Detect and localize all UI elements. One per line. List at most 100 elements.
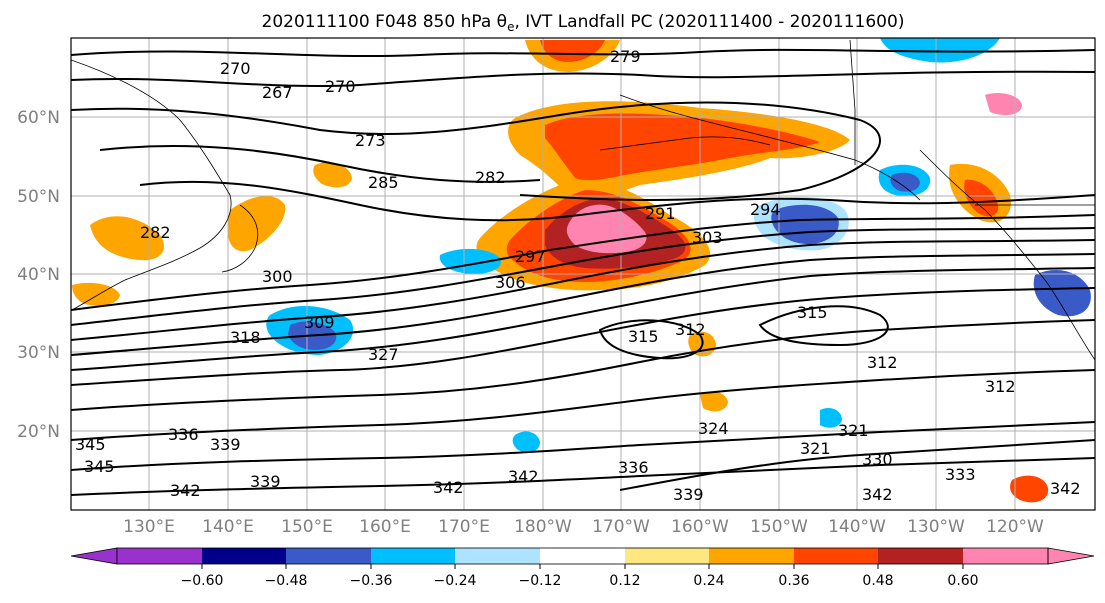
contour-label: 282	[140, 223, 171, 242]
colorbar-segment	[202, 548, 286, 564]
contour-label: 342	[862, 485, 893, 504]
contour-label: 336	[168, 425, 199, 444]
contour-label: 291	[645, 204, 676, 223]
coast-asia	[71, 59, 232, 311]
contour-label: 321	[838, 421, 869, 440]
contour-labels: 279 270 267 270 273 282 285 291 294 303 …	[75, 47, 1081, 504]
contour-label: 336	[618, 458, 649, 477]
colorbar-tick-label: 0.36	[778, 573, 809, 589]
contour-line	[758, 305, 889, 347]
colorbar: −0.60 −0.48 −0.36 −0.24 −0.12 0.12 0.24 …	[70, 547, 1095, 589]
contour-line	[71, 319, 1095, 411]
colorbar-tick-label: −0.12	[519, 573, 562, 589]
theta-e-contours	[71, 48, 1095, 496]
coast-aleutians	[599, 136, 771, 151]
contour-line	[71, 267, 1095, 371]
contour-label: 270	[220, 59, 251, 78]
lon-label: 180°W	[514, 517, 572, 537]
contour-label: 345	[75, 435, 106, 454]
shade-orange-south2	[700, 391, 728, 412]
contour-line	[71, 421, 1095, 471]
contour-label: 273	[355, 131, 386, 150]
latitude-labels: 60°N 50°N 40°N 30°N 20°N	[17, 108, 60, 442]
shade-orange-left	[90, 216, 164, 261]
shade-red-alaska	[545, 113, 820, 181]
contour-label: 333	[945, 465, 976, 484]
contour-label: 312	[675, 320, 706, 339]
colorbar-segment	[455, 548, 540, 564]
colorbar-segment	[117, 548, 202, 564]
shade-red-top	[540, 40, 605, 62]
contour-label: 279	[610, 47, 641, 66]
lon-label: 130°W	[907, 517, 965, 537]
contour-line	[619, 439, 1095, 491]
contour-line	[71, 457, 1095, 496]
contour-line	[99, 145, 541, 183]
contour-label: 312	[985, 377, 1016, 396]
shade-pink-topright	[985, 93, 1022, 116]
shade-red-bottomright	[1010, 475, 1049, 503]
lon-label: 160°W	[671, 517, 729, 537]
shade-blue-ne2	[890, 172, 920, 192]
contour-label: 339	[250, 472, 281, 491]
contour-label: 312	[867, 353, 898, 372]
lon-label: 170°W	[592, 517, 650, 537]
longitude-labels: 130°E 140°E 150°E 160°E 170°E 180°W 170°…	[123, 517, 1044, 537]
contour-label: 318	[230, 328, 261, 347]
shade-orange-left3	[227, 195, 286, 252]
colorbar-segment	[878, 548, 963, 564]
contour-label: 324	[698, 419, 729, 438]
contour-label: 342	[170, 481, 201, 500]
contour-label: 297	[515, 247, 546, 266]
colorbar-frame	[116, 547, 1049, 565]
colorbar-segment	[286, 548, 371, 564]
coast-na-top	[849, 39, 856, 165]
lon-label: 120°W	[986, 517, 1044, 537]
colorbar-segment	[625, 548, 709, 564]
contour-label: 342	[1050, 479, 1081, 498]
coast-na-west	[919, 149, 1095, 361]
colorbar-tick-label: −0.60	[181, 573, 224, 589]
lat-label: 60°N	[17, 108, 60, 128]
lat-label: 40°N	[17, 265, 60, 285]
contour-label: 267	[262, 83, 293, 102]
contour-label: 300	[262, 267, 293, 286]
figure-title: 2020111100 F048 850 hPa θe, IVT Landfall…	[262, 12, 905, 34]
colorbar-tick-label: −0.36	[350, 573, 393, 589]
contour-line	[71, 48, 1095, 58]
contour-line	[71, 239, 1095, 341]
lon-label: 140°E	[202, 517, 254, 537]
contour-label: 327	[368, 345, 399, 364]
contour-label: 306	[495, 273, 526, 292]
map-panel: 279 270 267 270 273 282 285 291 294 303 …	[70, 37, 1096, 511]
colorbar-tick-label: 0.12	[609, 573, 640, 589]
contour-label: 309	[304, 313, 335, 332]
shade-cyan-topright	[880, 38, 1000, 63]
shade-orange-left4	[313, 162, 352, 188]
contour-label: 270	[325, 77, 356, 96]
colorbar-segment	[709, 548, 794, 564]
lon-label: 160°E	[359, 517, 411, 537]
contour-label: 303	[692, 228, 723, 247]
colorbar-segment	[371, 548, 455, 564]
shade-pink-center	[566, 204, 647, 254]
coastlines	[71, 39, 1095, 361]
contour-label: 345	[84, 457, 115, 476]
contour-line	[71, 369, 1095, 441]
shade-cyan-south2	[820, 408, 842, 428]
lon-label: 170°E	[438, 517, 490, 537]
contour-label: 315	[797, 303, 828, 322]
shade-cyan-south1	[512, 431, 540, 453]
colorbar-segment	[963, 548, 1048, 564]
colorbar-tick-label: 0.60	[947, 573, 978, 589]
coast-japan	[221, 204, 259, 273]
map-frame	[70, 37, 1096, 511]
contour-label: 339	[210, 435, 241, 454]
contour-label: 285	[368, 173, 399, 192]
shade-red-right	[964, 179, 999, 217]
contour-label: 342	[508, 467, 539, 486]
contour-line	[71, 253, 1095, 356]
contour-label: 342	[433, 478, 464, 497]
colorbar-tick-label: 0.48	[862, 573, 893, 589]
